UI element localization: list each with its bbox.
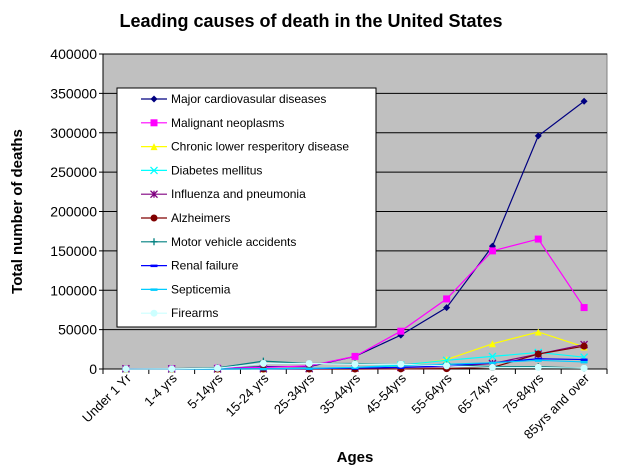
legend-label: Diabetes mellitus — [171, 163, 262, 177]
marker-dash — [488, 361, 496, 365]
y-tick-label: 350000 — [50, 85, 97, 101]
marker-dash — [534, 357, 542, 361]
marker-square — [534, 235, 542, 243]
legend-item: Major cardiovasular diseases — [141, 92, 326, 106]
marker-dash — [305, 367, 313, 370]
x-axis-label: Ages — [337, 449, 374, 466]
legend-label: Septicemia — [171, 282, 231, 296]
legend-item: Diabetes mellitus — [141, 163, 262, 177]
marker-circle — [150, 214, 158, 222]
marker-square — [150, 119, 158, 127]
marker-circle — [150, 309, 158, 317]
marker-dash — [580, 360, 588, 364]
marker-circle — [580, 364, 588, 372]
x-tick-label: 15-24 yrs — [223, 370, 272, 419]
legend-item: Malignant neoplasms — [141, 116, 284, 130]
legend-label: Firearms — [171, 306, 218, 320]
marker-x — [488, 352, 497, 361]
marker-square — [397, 327, 405, 335]
legend-item: Motor vehicle accidents — [141, 235, 296, 249]
marker-circle — [580, 342, 588, 350]
y-tick-label: 300000 — [50, 125, 97, 141]
legend-label: Motor vehicle accidents — [171, 235, 296, 249]
marker-diamond — [534, 132, 542, 140]
legend-label: Major cardiovasular diseases — [171, 92, 326, 106]
marker-circle — [168, 365, 176, 373]
y-tick-label: 200000 — [50, 204, 97, 220]
marker-circle — [351, 360, 359, 368]
marker-circle — [122, 365, 130, 373]
marker-square — [443, 295, 451, 303]
legend: Major cardiovasular diseases Malignant ne… — [116, 87, 377, 328]
legend-item: Septicemia — [141, 282, 231, 296]
x-tick-label: Under 1 Yr — [79, 370, 134, 425]
x-tick-label: 65-74yrs — [454, 370, 501, 417]
y-tick-label: 100000 — [50, 282, 97, 298]
marker-dash — [580, 358, 588, 362]
x-tick-label: 5-14yrs — [184, 370, 226, 412]
marker-x — [442, 356, 451, 365]
legend-box — [116, 87, 377, 328]
marker-circle — [534, 363, 542, 371]
marker-square — [351, 352, 359, 360]
x-tick-label: 1-4 yrs — [141, 370, 180, 409]
y-axis-label: Total number of deaths — [9, 129, 26, 294]
marker-circle — [305, 359, 313, 367]
marker-triangle — [488, 340, 496, 348]
chart-title: Leading causes of death in the United St… — [119, 11, 502, 31]
marker-diamond — [580, 97, 588, 105]
legend-label: Chronic lower resperitory disease — [171, 140, 349, 154]
x-tick-label: 35-44yrs — [317, 370, 364, 417]
series-firearms — [122, 359, 588, 373]
marker-square — [580, 304, 588, 312]
legend-label: Renal failure — [171, 259, 239, 273]
marker-star — [150, 190, 158, 199]
legend-label: Alzheimers — [171, 211, 230, 225]
legend-label: Malignant neoplasms — [171, 116, 284, 130]
marker-circle — [488, 363, 496, 371]
marker-dash — [259, 367, 267, 371]
y-tick-label: 250000 — [50, 164, 97, 180]
marker-circle — [443, 362, 451, 370]
marker-circle — [534, 350, 542, 358]
marker-diamond — [443, 304, 451, 312]
marker-square — [488, 247, 496, 255]
x-tick-label: 75-84yrs — [500, 370, 547, 417]
legend-label: Influenza and pneumonia — [171, 187, 306, 201]
marker-dash — [150, 288, 158, 291]
y-tick-label: 150000 — [50, 243, 97, 259]
y-tick-label: 400000 — [50, 46, 97, 62]
legend-item: Renal failure — [141, 259, 239, 273]
y-tick-label: 0 — [89, 361, 97, 377]
marker-circle — [397, 360, 405, 368]
marker-plus — [150, 238, 158, 246]
legend-item: Chronic lower resperitory disease — [141, 140, 349, 154]
x-tick-label: 45-54yrs — [363, 370, 410, 417]
marker-dash — [534, 359, 542, 362]
y-tick-label: 50000 — [58, 322, 97, 338]
x-tick-label: 55-64yrs — [408, 370, 455, 417]
marker-circle — [214, 364, 222, 372]
legend-item: Influenza and pneumonia — [141, 187, 306, 201]
marker-diamond — [150, 95, 158, 103]
marker-triangle — [534, 328, 542, 336]
legend-item: Alzheimers — [141, 211, 230, 225]
marker-dash — [150, 264, 158, 268]
legend-item: Firearms — [141, 306, 218, 320]
marker-circle — [259, 359, 267, 367]
marker-x — [150, 166, 158, 175]
marker-triangle — [150, 143, 158, 151]
x-tick-label: 25-34yrs — [271, 370, 318, 417]
